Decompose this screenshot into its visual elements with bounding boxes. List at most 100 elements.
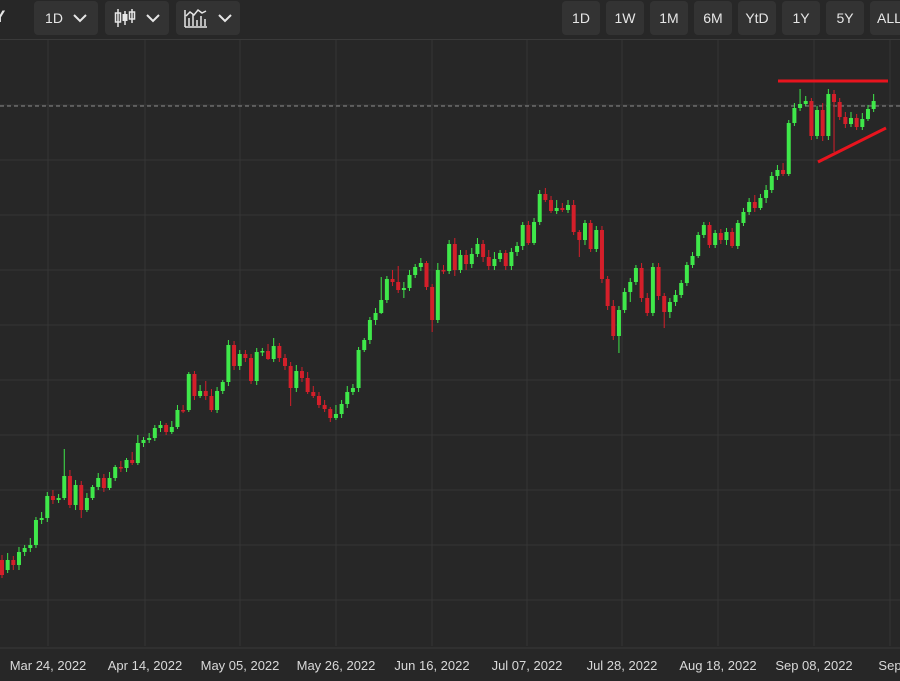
candle-up — [815, 106, 820, 139]
candle-down — [571, 200, 576, 235]
candle-up — [362, 338, 367, 352]
candle-body — [16, 552, 21, 565]
candle-body — [333, 414, 338, 418]
candlestick-chart[interactable]: Mar 24, 2022 Apr 14, 2022 May 05, 2022 May … — [0, 40, 900, 676]
candle-up — [769, 172, 774, 193]
candle-down — [843, 112, 848, 128]
range-button-1d[interactable]: 1D — [562, 1, 600, 35]
indicators-icon — [184, 8, 208, 28]
candle-up — [22, 545, 27, 556]
candle-body — [786, 123, 791, 174]
candle-down — [67, 470, 72, 508]
candle-body — [486, 257, 491, 266]
candle-body — [645, 298, 650, 313]
candle-body — [452, 244, 457, 270]
candle-down — [192, 371, 197, 400]
candle-body — [713, 233, 718, 245]
candle-body — [747, 202, 752, 212]
candle-down — [549, 196, 554, 213]
range-button-6m[interactable]: 6M — [694, 1, 732, 35]
candle-body — [758, 198, 763, 208]
candle-up — [515, 242, 520, 256]
candle-down — [560, 203, 565, 212]
candle-body — [379, 300, 384, 313]
candle-up — [633, 265, 638, 285]
candle-down — [288, 362, 293, 406]
candle-body — [271, 346, 276, 359]
candle-down — [837, 98, 842, 120]
candle-up — [826, 89, 831, 140]
indicators-dropdown[interactable] — [176, 1, 240, 35]
candle-body — [673, 295, 678, 302]
candle-down — [232, 341, 237, 370]
candle-up — [90, 485, 95, 500]
candle-up — [356, 347, 361, 392]
candle-body — [322, 405, 327, 409]
candle-up — [447, 240, 452, 274]
candle-down — [464, 250, 469, 270]
candle-down — [164, 423, 169, 435]
candle-body — [537, 194, 542, 222]
candle-down — [249, 354, 254, 384]
interval-dropdown[interactable]: 1D — [34, 1, 98, 35]
candle-up — [735, 220, 740, 249]
candle-body — [101, 478, 106, 488]
candle-series — [0, 89, 876, 578]
candle-body — [498, 253, 503, 259]
candle-body — [266, 351, 271, 359]
candle-body — [605, 279, 610, 306]
candle-down — [832, 90, 837, 152]
candle-up — [135, 435, 140, 465]
candle-body — [84, 498, 89, 510]
candle-up — [96, 473, 101, 490]
candle-up — [849, 112, 853, 127]
candle-body — [169, 427, 174, 432]
candle-down — [79, 481, 84, 518]
candle-body — [724, 232, 729, 240]
candle-body — [815, 110, 820, 136]
candle-body — [622, 292, 627, 310]
range-button-1w[interactable]: 1W — [606, 1, 644, 35]
candle-body — [430, 287, 435, 320]
candle-body — [215, 391, 220, 410]
candle-up — [582, 220, 587, 245]
candle-body — [90, 487, 95, 498]
range-button-1m[interactable]: 1M — [650, 1, 688, 35]
candle-body — [871, 101, 876, 109]
candle-body — [696, 235, 701, 256]
candle-up — [56, 494, 61, 503]
candle-down — [305, 372, 310, 394]
candle-down — [130, 452, 135, 465]
candle-body — [741, 212, 746, 223]
candle-body — [798, 104, 803, 108]
candle-body — [79, 485, 84, 510]
candle-down — [181, 405, 186, 413]
candle-up — [747, 198, 752, 215]
range-button-1y[interactable]: 1Y — [782, 1, 820, 35]
candle-body — [107, 478, 112, 488]
candle-body — [28, 545, 33, 548]
candle-body — [730, 232, 735, 246]
candle-up — [5, 553, 10, 573]
candle-body — [373, 313, 378, 320]
candle-up — [384, 276, 389, 303]
candle-up — [673, 290, 678, 306]
candle-up — [679, 280, 684, 298]
candle-body — [396, 282, 401, 290]
candle-down — [441, 265, 446, 274]
range-button-ytd[interactable]: YtD — [738, 1, 776, 35]
x-tick-label: Jul 07, 2022 — [492, 658, 563, 673]
candle-up — [690, 252, 695, 268]
candle-up — [333, 405, 338, 420]
candle-body — [865, 109, 870, 119]
candle-up — [147, 433, 152, 443]
candle-up — [152, 425, 157, 441]
chart-style-dropdown[interactable] — [105, 1, 169, 35]
range-button-all[interactable]: ALL — [870, 1, 900, 35]
range-button-5y[interactable]: 5Y — [826, 1, 864, 35]
candle-body — [118, 467, 123, 469]
candle-body — [582, 223, 587, 240]
price-chart-area[interactable]: Mar 24, 2022 Apr 14, 2022 May 05, 2022 May … — [0, 40, 900, 676]
candle-body — [158, 425, 163, 428]
candle-down — [645, 293, 650, 316]
